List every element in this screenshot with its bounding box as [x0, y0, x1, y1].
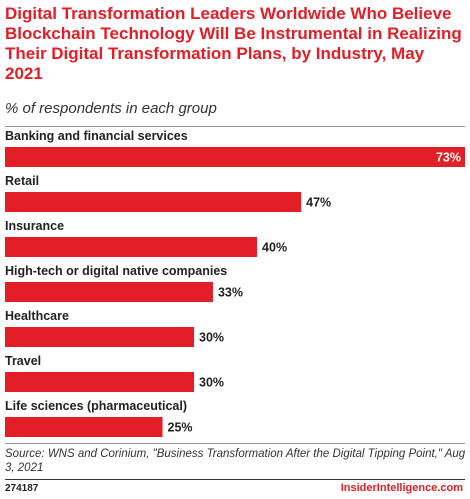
data-label: 73%	[436, 151, 461, 165]
category-label: High-tech or digital native companies	[5, 264, 227, 278]
source-divider	[5, 443, 465, 444]
header-divider	[5, 126, 465, 127]
chart-title: Digital Transformation Leaders Worldwide…	[5, 4, 462, 83]
category-label: Banking and financial services	[5, 129, 188, 143]
category-label: Insurance	[5, 219, 64, 233]
data-label: 47%	[306, 196, 331, 210]
bar	[5, 147, 465, 167]
footer-divider	[5, 479, 465, 480]
data-label: 33%	[218, 286, 243, 300]
bar	[5, 417, 163, 437]
category-label: Healthcare	[5, 309, 69, 323]
chart-id: 274187	[5, 483, 39, 494]
bar-chart: Banking and financial services 73% Retail 4…	[5, 129, 465, 437]
bar	[5, 327, 195, 347]
category-label: Life sciences (pharmaceutical)	[5, 399, 187, 413]
data-label: 40%	[262, 241, 287, 255]
chart-subtitle: % of respondents in each group	[5, 100, 217, 117]
data-label: 30%	[199, 331, 224, 345]
source-note: Source: WNS and Corinium, "Business Tran…	[5, 448, 466, 474]
data-label: 30%	[199, 376, 224, 390]
bar	[5, 282, 213, 302]
bar	[5, 372, 195, 392]
category-label: Retail	[5, 174, 39, 188]
brand-logo: InsiderIntelligence.com	[340, 482, 463, 494]
bar	[5, 192, 302, 212]
bar	[5, 237, 258, 257]
category-label: Travel	[5, 354, 41, 368]
data-label: 25%	[168, 421, 193, 435]
